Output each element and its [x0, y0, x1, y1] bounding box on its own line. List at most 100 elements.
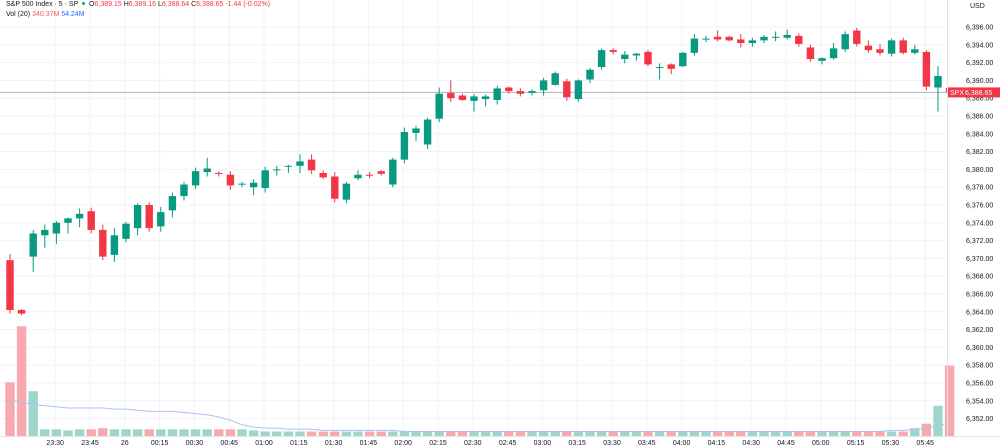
candle-body [795, 35, 803, 44]
volume-bar [63, 430, 73, 436]
volume-bar [214, 429, 224, 436]
volume-bar [330, 431, 340, 436]
volume-bar [16, 326, 27, 436]
candle-body [470, 96, 478, 101]
price-tick-label: 6,392.00 [966, 60, 993, 67]
candle-body [238, 183, 246, 185]
volume-bar [283, 431, 294, 436]
candle-body [516, 91, 525, 94]
candle-body [110, 235, 119, 255]
volume-bar [202, 429, 212, 436]
candle-body [342, 183, 351, 200]
candle-body [655, 67, 664, 69]
candle-body [679, 52, 687, 67]
volume-bar [805, 431, 816, 436]
candle-body [365, 174, 374, 176]
candle-body [133, 205, 142, 229]
price-tag-value: 6,388.65 [965, 90, 992, 97]
candle-body [493, 88, 501, 100]
time-tick-label: 04:15 [708, 440, 726, 447]
volume-bar [863, 431, 874, 436]
candle-body [574, 80, 583, 100]
price-tick-label: 6,352.00 [966, 416, 993, 423]
low-value: 6,388.64 [161, 1, 190, 8]
time-tick-label: 02:30 [464, 440, 482, 447]
volume-bar [341, 431, 352, 436]
time-tick-label: 02:45 [499, 440, 517, 447]
candle-body [284, 165, 293, 167]
volume-bar [109, 429, 120, 436]
time-tick-label: 23:30 [46, 440, 64, 447]
time-tick-label: 05:15 [847, 440, 865, 447]
volume-bar [631, 431, 642, 436]
time-tick-label: 00:45 [220, 440, 238, 447]
price-tick-label: 6,374.00 [966, 220, 993, 227]
volume-legend: Vol (20) 340.37M 54.24M [6, 11, 85, 18]
candle-body [226, 174, 235, 186]
volume-bar [457, 431, 468, 436]
time-tick-label: 02:15 [429, 440, 447, 447]
candle-body [191, 171, 200, 186]
candle-body [157, 212, 165, 227]
price-tick-label: 6,376.00 [966, 203, 993, 210]
candle-body [29, 233, 37, 257]
price-tick-label: 6,360.00 [966, 345, 993, 352]
candle-body [748, 40, 757, 44]
candle-body [75, 213, 84, 219]
volume-bar [492, 431, 502, 436]
candle-body [319, 172, 327, 178]
volume-bar [666, 431, 676, 436]
candle-body [864, 45, 873, 51]
open-label: O [89, 1, 95, 8]
time-tick-label: 01:15 [290, 440, 308, 447]
volume-bar [689, 431, 700, 436]
volume-bar [121, 429, 131, 436]
time-tick-label: 01:00 [255, 440, 273, 447]
volume-bar [248, 430, 259, 436]
time-tick-label: 03:15 [568, 440, 586, 447]
volume-ma-line [9, 399, 950, 433]
candle-body [887, 40, 896, 54]
volume-bar [921, 423, 932, 436]
candle-body [806, 47, 815, 60]
candle-body [551, 73, 559, 85]
price-tick-label: 6,370.00 [966, 256, 993, 263]
volume-bar [504, 431, 514, 436]
candle-body [377, 171, 385, 174]
volume-ma-value: 54.24M [61, 11, 85, 18]
candle-body [354, 174, 362, 179]
candle-body [841, 34, 849, 50]
volume-bar [295, 431, 305, 436]
candle-body [307, 159, 316, 171]
volume-bar [933, 405, 943, 436]
candle-body [389, 159, 397, 185]
candle-body [41, 229, 49, 236]
time-tick-label: 03:30 [603, 440, 621, 447]
volume-bar [260, 431, 270, 436]
volume-bar [538, 431, 549, 436]
time-axis[interactable]: 23:30 23:45 26 00:15 00:30 00:45 01:00 01:15 01:… [46, 440, 934, 447]
candle-body [899, 40, 907, 53]
candle-body [17, 310, 26, 314]
volume-bar [875, 431, 885, 436]
candle-body [829, 48, 838, 59]
time-tick-label: 05:45 [916, 440, 934, 447]
volume-bar [480, 431, 491, 436]
volume-bar [828, 431, 839, 436]
candle-body [725, 36, 733, 41]
volume-bar [411, 431, 421, 436]
volume-bar [272, 431, 282, 436]
candle-body [911, 49, 919, 53]
candle-body [922, 51, 931, 87]
time-tick-label: 26 [121, 440, 129, 447]
volume-bar [794, 431, 804, 436]
volume-bar [585, 431, 595, 436]
volume-bar [306, 431, 317, 436]
time-tick-label: 02:00 [394, 440, 412, 447]
candle-body [423, 119, 432, 145]
volume-bar [736, 431, 746, 436]
price-axis[interactable]: 6,396.00 6,394.00 6,392.00 6,390.00 6,388.00… [966, 25, 993, 424]
volume-bar [527, 431, 537, 436]
volume-bar [167, 429, 178, 436]
